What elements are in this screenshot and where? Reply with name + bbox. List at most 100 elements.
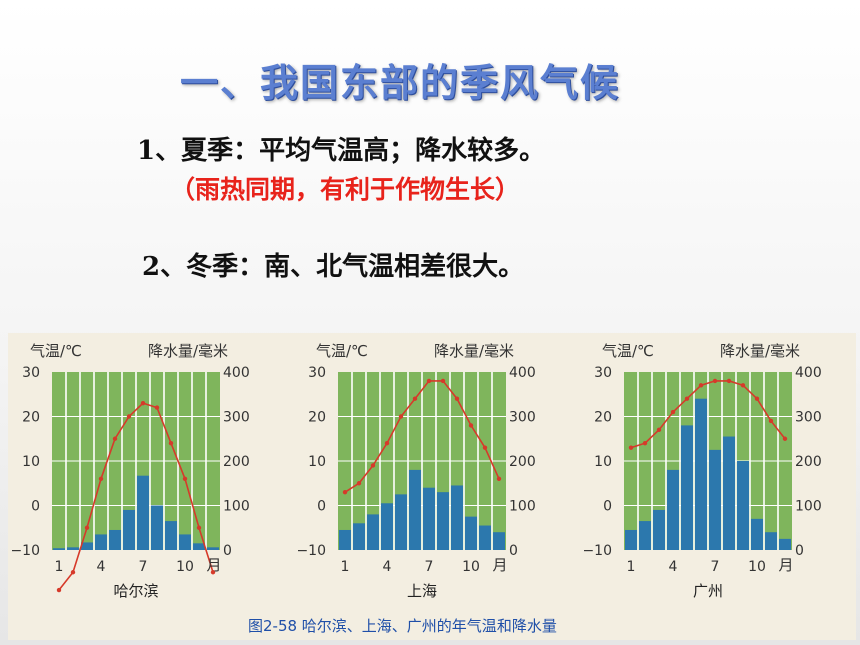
precipitation-bar — [81, 542, 93, 550]
right-tick-label: 0 — [509, 543, 518, 559]
precipitation-bar — [751, 518, 763, 550]
x-tick-label: 7 — [139, 559, 148, 575]
precipitation-bar — [381, 503, 393, 550]
right-axis-label: 降水量/毫米 — [434, 342, 514, 360]
temperature-point — [126, 414, 132, 419]
precipitation-bar — [353, 523, 365, 550]
temperature-point — [70, 570, 76, 575]
chart-title: 哈尔滨 — [113, 582, 158, 600]
precipitation-bar — [479, 525, 491, 550]
x-tick-label: 1 — [627, 559, 636, 575]
precipitation-bar — [151, 505, 163, 550]
temperature-point — [656, 427, 662, 433]
right-tick-label: 200 — [223, 454, 250, 470]
right-tick-label: 400 — [509, 365, 536, 381]
left-tick-label: 0 — [317, 499, 326, 515]
x-unit-label: 月 — [206, 556, 221, 574]
precipitation-bar — [695, 398, 707, 550]
right-tick-label: 300 — [223, 410, 250, 426]
temperature-point — [712, 378, 718, 384]
x-tick-label: 7 — [425, 559, 434, 575]
figure-caption: 图2-58 哈尔滨、上海、广州的年气温和降水量 — [248, 617, 557, 635]
precipitation-bar — [409, 469, 421, 550]
right-axis-label: 降水量/毫米 — [720, 342, 800, 360]
right-tick-label: 100 — [223, 499, 250, 515]
temperature-point — [342, 489, 348, 495]
precipitation-bar — [137, 475, 149, 550]
left-axis-label: 气温/℃ — [30, 342, 82, 360]
temperature-point — [468, 423, 474, 428]
right-axis-label: 降水量/毫米 — [148, 342, 228, 360]
left-axis-label: 气温/℃ — [602, 342, 654, 360]
precipitation-bar — [367, 514, 379, 550]
temperature-point — [412, 396, 418, 401]
temperature-point — [440, 378, 446, 384]
precipitation-bar — [709, 449, 721, 550]
temperature-point — [84, 525, 90, 530]
temperature-point — [356, 481, 362, 486]
precipitation-bar — [667, 469, 679, 550]
temperature-point — [684, 396, 690, 401]
temperature-point — [768, 418, 774, 424]
precipitation-bar — [53, 548, 65, 550]
summer-note: （雨热同期，有利于作物生长） — [170, 175, 521, 204]
temperature-point — [482, 445, 488, 450]
x-tick-label: 10 — [462, 559, 480, 575]
temperature-point — [210, 570, 216, 575]
left-tick-label: 0 — [31, 499, 40, 515]
left-tick-label: 30 — [22, 365, 40, 381]
right-tick-label: 200 — [795, 454, 822, 470]
temperature-point — [98, 476, 104, 481]
x-tick-label: 10 — [176, 559, 194, 575]
left-tick-label: −10 — [10, 543, 40, 559]
left-tick-label: −10 — [296, 543, 326, 559]
right-tick-label: 400 — [223, 365, 250, 381]
left-tick-label: 0 — [603, 499, 612, 515]
right-tick-label: 300 — [795, 410, 822, 426]
precipitation-bar — [737, 461, 749, 550]
left-tick-label: 10 — [594, 454, 612, 470]
temperature-point — [782, 436, 788, 441]
x-unit-label: 月 — [778, 556, 793, 574]
precipitation-bar — [493, 532, 505, 550]
temperature-point — [112, 436, 118, 441]
precipitation-bar — [465, 516, 477, 550]
temperature-point — [196, 525, 202, 530]
precipitation-bar — [639, 521, 651, 550]
precipitation-bar — [123, 509, 135, 550]
precipitation-bar — [625, 529, 637, 550]
precipitation-bar — [765, 532, 777, 550]
right-tick-label: 200 — [509, 454, 536, 470]
temperature-point — [426, 378, 432, 384]
precipitation-bar — [339, 529, 351, 550]
temperature-line — [630, 380, 786, 449]
temperature-point — [740, 383, 746, 388]
precipitation-bar — [179, 534, 191, 550]
precipitation-bar — [779, 538, 791, 550]
left-tick-label: 10 — [308, 454, 326, 470]
precipitation-bar — [653, 509, 665, 550]
temperature-point — [182, 476, 188, 481]
chart-title: 广州 — [693, 582, 723, 600]
precipitation-bar — [193, 543, 205, 550]
temperature-point — [670, 409, 676, 415]
left-tick-label: 20 — [594, 410, 612, 426]
x-tick-label: 7 — [711, 559, 720, 575]
summer-point: 1、夏季：平均气温高；降水较多。 — [137, 136, 546, 166]
x-unit-label: 月 — [492, 556, 507, 574]
precipitation-bar — [681, 425, 693, 550]
temperature-point — [454, 396, 460, 401]
left-tick-label: −10 — [582, 543, 612, 559]
precipitation-bar — [395, 494, 407, 550]
page-title: 一、我国东部的季风气候 — [179, 61, 620, 105]
left-tick-label: 20 — [308, 410, 326, 426]
precipitation-bar — [723, 436, 735, 550]
x-tick-label: 4 — [669, 559, 678, 575]
temperature-point — [726, 378, 732, 384]
precipitation-bar — [207, 547, 219, 550]
right-tick-label: 100 — [795, 499, 822, 515]
chart-title: 上海 — [407, 582, 437, 600]
x-tick-label: 1 — [55, 559, 64, 575]
temperature-point — [754, 396, 760, 401]
